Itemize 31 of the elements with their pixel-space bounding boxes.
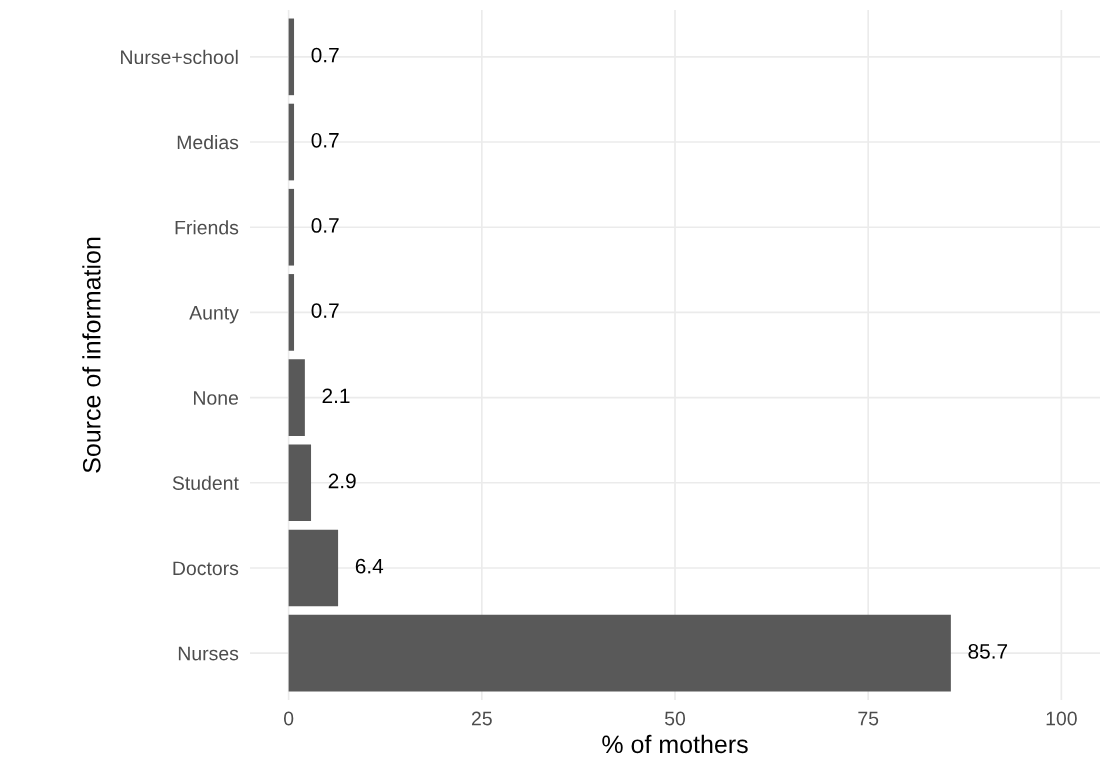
x-axis-title: % of mothers bbox=[602, 734, 748, 754]
y-tick-label: Student bbox=[172, 475, 239, 491]
x-tick-label: 100 bbox=[1046, 711, 1077, 726]
data-label: 6.4 bbox=[355, 558, 384, 574]
bar bbox=[288, 188, 295, 266]
x-tick-label: 50 bbox=[664, 711, 686, 726]
y-tick-label: Nurses bbox=[178, 646, 239, 661]
bar bbox=[288, 359, 305, 436]
y-tick-label: Nurse+school bbox=[121, 49, 238, 65]
y-tick-label: Doctors bbox=[173, 561, 239, 576]
data-label: 0.7 bbox=[311, 47, 339, 63]
bar bbox=[288, 614, 951, 692]
bar bbox=[288, 103, 295, 181]
data-label: 2.9 bbox=[328, 473, 356, 489]
bar bbox=[288, 274, 295, 351]
x-tick-label: 25 bbox=[471, 711, 492, 726]
y-axis-title: Source of information bbox=[82, 237, 101, 473]
y-tick-label: None bbox=[194, 391, 239, 405]
x-tick-label: 75 bbox=[858, 711, 879, 726]
data-label: 2.1 bbox=[322, 388, 350, 403]
data-label: 0.7 bbox=[311, 303, 339, 318]
bar bbox=[288, 444, 312, 522]
y-tick-label: Medias bbox=[177, 134, 239, 150]
data-label: 0.7 bbox=[311, 218, 339, 233]
bar bbox=[288, 18, 295, 96]
y-tick-label: Friends bbox=[175, 220, 239, 235]
bar bbox=[288, 529, 339, 607]
data-label: 0.7 bbox=[311, 132, 339, 148]
y-tick-label: Aunty bbox=[189, 306, 239, 324]
data-label: 85.7 bbox=[968, 643, 1008, 659]
x-tick-label: 0 bbox=[283, 711, 294, 726]
